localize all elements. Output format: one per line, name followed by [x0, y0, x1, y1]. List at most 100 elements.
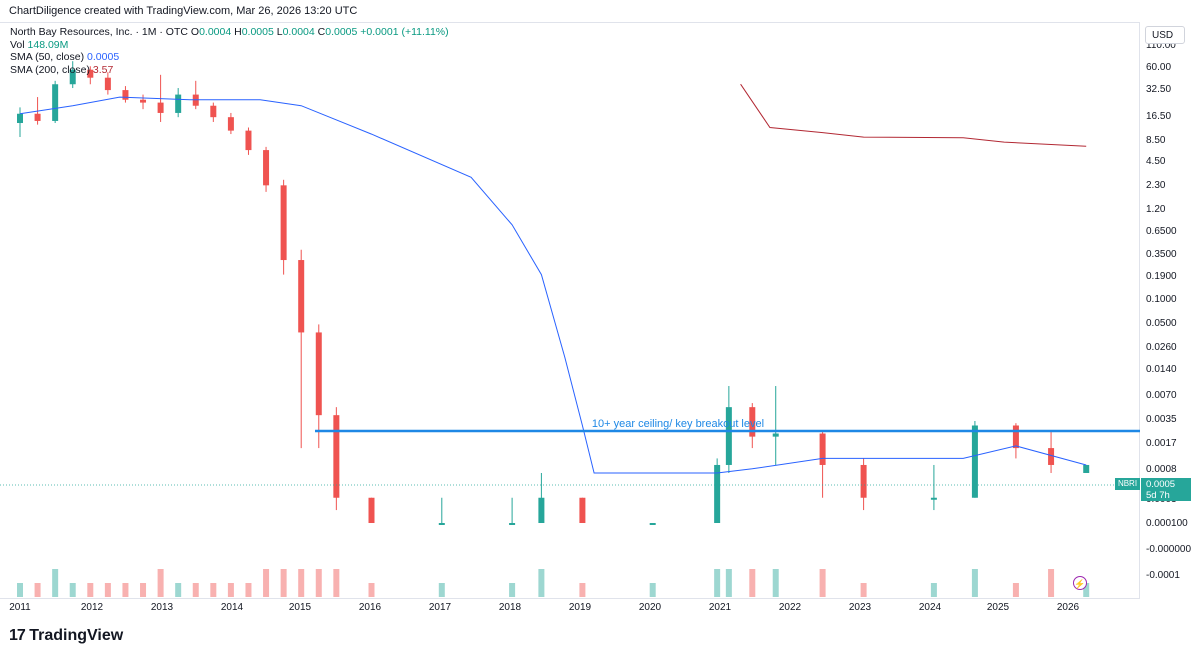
volume-bar [1012, 583, 1019, 597]
ohlc-l-value: 0.0004 [282, 26, 315, 38]
y-tick-label: 8.50 [1146, 135, 1166, 146]
ohlc-o-label: O [190, 26, 200, 38]
candle-body [227, 117, 234, 131]
ticker-tag: NBRI [1115, 478, 1140, 490]
volume-bar [263, 569, 270, 597]
legend-volume-row: Vol 148.09M [10, 39, 449, 52]
candle-body [333, 415, 340, 498]
volume-bar [725, 569, 732, 597]
y-tick-label: -0.000000 [1146, 544, 1191, 555]
candle-body [714, 464, 721, 523]
x-tick-label: 2012 [81, 602, 104, 613]
y-tick-label: 4.50 [1146, 156, 1166, 167]
y-tick-label: 32.50 [1146, 84, 1171, 95]
candle-body [1012, 425, 1019, 449]
candle-body [649, 523, 656, 525]
last-price-tag: 0.0005 5d 7h [1141, 478, 1191, 501]
ohlc-l-label: L [276, 26, 283, 38]
x-tick-label: 2017 [429, 602, 452, 613]
candle-body [245, 130, 252, 151]
x-tick-label: 2025 [987, 602, 1010, 613]
volume-bar [87, 583, 94, 597]
candle-body [538, 497, 545, 523]
vol-value: 148.09M [27, 38, 69, 51]
legend-symbol-row: North Bay Resources, Inc. · 1M · OTC O0.… [10, 26, 449, 39]
ohlc-h-value: 0.0005 [241, 26, 274, 38]
tradingview-mark-icon: 17 [9, 627, 26, 644]
volume-bar [749, 569, 756, 597]
y-tick-label: 0.0035 [1146, 414, 1177, 425]
volume-bar [971, 569, 978, 597]
sma50-label: SMA (50, close) [10, 51, 85, 63]
top-bar: ChartDiligence created with TradingView.… [0, 0, 1200, 22]
candle-body [930, 497, 937, 500]
x-tick-label: 2022 [779, 602, 802, 613]
time-axis-labels: 2011 2012 2013 2014 2015 2016 2017 2018 2019 2020… [9, 602, 1079, 613]
y-tick-label: 1.20 [1146, 204, 1166, 215]
volume-bar [819, 569, 826, 597]
ohlc-change: +0.0001 (+11.11%) [360, 26, 449, 38]
price-axis[interactable]: 110.00 60.00 32.50 16.50 8.50 4.50 2.30 1.20 0.6… [1140, 22, 1200, 598]
candle-body [175, 94, 182, 113]
candles [17, 61, 1090, 525]
candle-body [210, 105, 217, 118]
volume-bar [315, 569, 322, 597]
candle-body [579, 497, 586, 523]
vol-label: Vol [10, 38, 25, 51]
y-tick-label: -0.0001 [1146, 570, 1180, 581]
sma200-line [740, 83, 1087, 147]
x-tick-label: 2018 [499, 602, 522, 613]
x-tick-label: 2023 [849, 602, 872, 613]
candle-body [87, 69, 94, 78]
candle-body [1083, 464, 1090, 473]
x-tick-label: 2020 [639, 602, 662, 613]
chart-legend: North Bay Resources, Inc. · 1M · OTC O0.… [10, 26, 449, 76]
y-tick-label: 0.000100 [1146, 518, 1188, 529]
candle-body [725, 407, 732, 465]
x-tick-label: 2011 [9, 602, 31, 613]
price-chart[interactable]: 10+ year ceiling/ key breakout level [0, 23, 1140, 599]
ohlc-c-label: C [317, 26, 326, 38]
y-tick-label: 0.0008 [1146, 464, 1177, 475]
candle-body [34, 113, 41, 121]
y-tick-label: 110.00 [1146, 40, 1176, 51]
tradingview-logo[interactable]: 17 TradingView [9, 627, 123, 645]
y-tick-label: 0.6500 [1146, 226, 1177, 237]
candle-body [140, 99, 147, 103]
lightning-icon[interactable]: ⚡ [1073, 576, 1087, 590]
y-tick-label: 0.0140 [1146, 364, 1177, 375]
y-tick-label: 60.00 [1146, 62, 1171, 73]
sma50-line [19, 96, 1087, 474]
volume-bar [280, 569, 287, 597]
candle-body [1048, 448, 1055, 465]
y-tick-label: 16.50 [1146, 111, 1171, 122]
candle-body [819, 433, 826, 465]
candle-body [263, 150, 270, 186]
chart-credit: ChartDiligence created with TradingView.… [9, 5, 358, 17]
volume-bar [298, 569, 305, 597]
candle-body [860, 464, 867, 498]
volume-bar [69, 583, 76, 597]
chart-plot-area[interactable]: 10+ year ceiling/ key breakout level [0, 22, 1140, 598]
candle-body [749, 407, 756, 437]
x-tick-label: 2024 [919, 602, 942, 613]
ceiling-annotation: 10+ year ceiling/ key breakout level [592, 418, 764, 430]
x-tick-label: 2014 [221, 602, 244, 613]
volume-bar [333, 569, 340, 597]
legend-sma50-row: SMA (50, close) 0.0005 [10, 51, 449, 64]
y-tick-label: 0.3500 [1146, 249, 1177, 260]
candle-body [971, 425, 978, 498]
volume-bar [1048, 569, 1055, 597]
candle-body [298, 260, 305, 333]
time-axis[interactable]: 2011 2012 2013 2014 2015 2016 2017 2018 2019 2020… [0, 598, 1140, 613]
x-tick-label: 2019 [569, 602, 592, 613]
volume-bar [509, 583, 516, 597]
legend-sma200-row: SMA (200, close) 3.57 [10, 64, 449, 77]
x-tick-label: 2015 [289, 602, 312, 613]
currency-button[interactable]: USD [1145, 26, 1185, 44]
volume-bar [714, 569, 721, 597]
x-tick-label: 2021 [709, 602, 732, 613]
candle-body [69, 69, 76, 85]
volume-bar [192, 583, 199, 597]
volume-bar [175, 583, 182, 597]
